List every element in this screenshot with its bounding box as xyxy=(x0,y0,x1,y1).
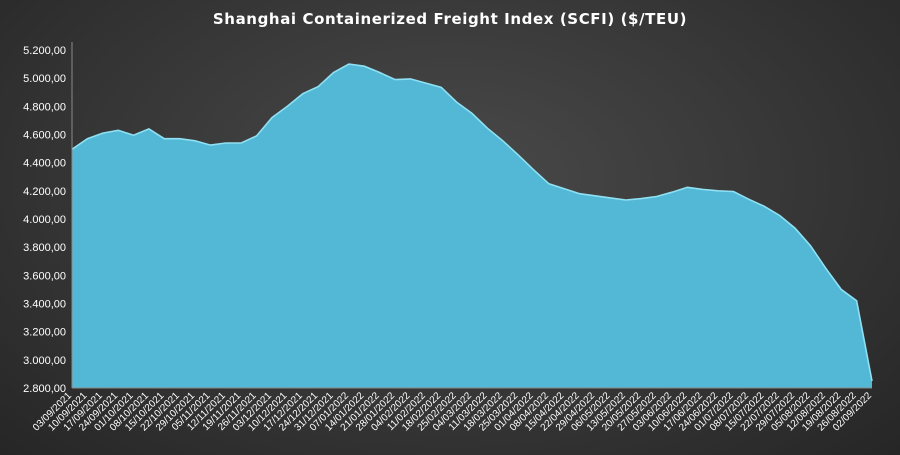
y-tick-label: 4.200,00 xyxy=(23,186,66,198)
y-tick-label: 4.000,00 xyxy=(23,214,66,226)
chart-title: Shanghai Containerized Freight Index (SC… xyxy=(212,10,688,28)
y-tick-label: 3.800,00 xyxy=(23,242,66,254)
y-tick-label: 3.400,00 xyxy=(23,299,66,311)
y-tick-label: 3.000,00 xyxy=(23,355,66,367)
area-fill xyxy=(72,64,872,388)
y-tick-label: 5.000,00 xyxy=(23,73,66,85)
y-tick-label: 5.200,00 xyxy=(23,45,66,57)
area-line xyxy=(71,63,873,382)
y-tick-label: 4.800,00 xyxy=(23,101,66,113)
y-tick-label: 4.600,00 xyxy=(23,130,66,142)
y-tick-label: 2.800,00 xyxy=(23,383,66,395)
y-tick-label: 4.400,00 xyxy=(23,158,66,170)
y-tick-label: 3.600,00 xyxy=(23,270,66,282)
y-tick-label: 3.200,00 xyxy=(23,327,66,339)
